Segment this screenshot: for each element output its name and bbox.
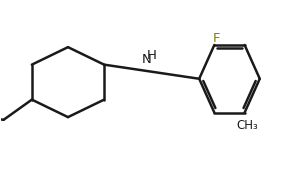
Text: N: N <box>141 53 151 66</box>
Text: CH₃: CH₃ <box>237 119 258 132</box>
Text: H: H <box>147 49 156 62</box>
Text: F: F <box>213 32 220 45</box>
